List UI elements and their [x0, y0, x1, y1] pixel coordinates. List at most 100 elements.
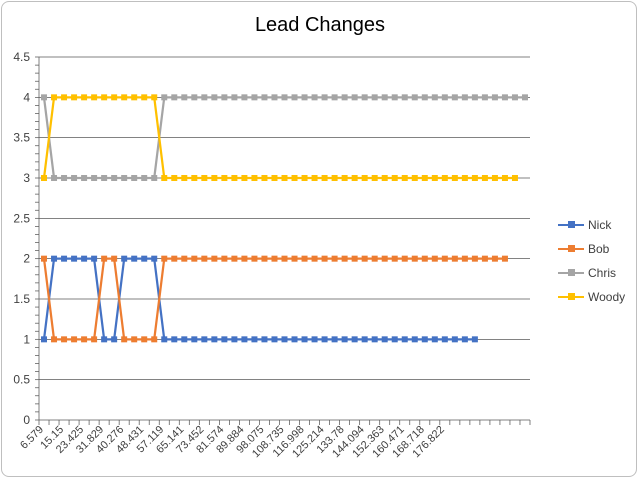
data-point-chris [361, 94, 368, 101]
data-point-bob [391, 255, 398, 262]
data-point-bob [481, 255, 488, 262]
data-point-bob [191, 255, 198, 262]
data-point-nick [451, 336, 458, 343]
data-point-chris [41, 94, 48, 101]
legend-item-woody: Woody [558, 288, 636, 312]
data-point-woody [121, 94, 128, 101]
data-point-nick [321, 336, 328, 343]
data-point-bob [71, 336, 78, 343]
data-point-woody [81, 94, 88, 101]
data-point-nick [271, 336, 278, 343]
y-tick-label: 3 [23, 171, 30, 185]
data-point-bob [341, 255, 348, 262]
data-point-bob [351, 255, 358, 262]
data-point-chris [61, 175, 68, 181]
data-point-nick [381, 336, 388, 343]
data-point-nick [301, 336, 308, 343]
data-point-bob [41, 255, 48, 262]
data-point-chris [471, 94, 478, 101]
y-tick-label: 1 [23, 332, 30, 346]
data-point-chris [511, 94, 518, 101]
data-point-nick [111, 336, 118, 343]
data-point-nick [401, 336, 408, 343]
data-point-nick [41, 336, 48, 343]
data-point-chris [371, 94, 378, 101]
data-point-chris [521, 94, 528, 101]
data-point-nick [141, 255, 148, 262]
data-point-nick [231, 336, 238, 343]
data-point-bob [131, 336, 138, 343]
data-point-nick [131, 255, 138, 262]
data-point-woody [131, 94, 138, 101]
data-point-nick [441, 336, 448, 343]
data-point-woody [401, 175, 408, 181]
data-point-bob [201, 255, 208, 262]
data-point-nick [471, 336, 478, 343]
legend-label: Nick [588, 218, 612, 232]
data-point-woody [231, 175, 238, 181]
chart-legend: Nick Bob Chris Woody [558, 216, 636, 312]
data-point-bob [51, 336, 58, 343]
data-point-bob [271, 255, 278, 262]
y-tick-label: 4.5 [13, 50, 30, 64]
data-point-bob [301, 255, 308, 262]
data-point-bob [471, 255, 478, 262]
data-point-nick [51, 255, 58, 262]
chart-title: Lead Changes [254, 14, 386, 36]
data-point-chris [151, 175, 158, 181]
y-tick-label: 1.5 [13, 292, 30, 306]
data-point-bob [91, 336, 98, 343]
data-point-chris [441, 94, 448, 101]
data-point-chris [391, 94, 398, 101]
data-point-nick [241, 336, 248, 343]
data-point-chris [351, 94, 358, 101]
data-point-woody [111, 94, 118, 101]
data-point-woody [411, 175, 418, 181]
data-point-woody [451, 175, 458, 181]
data-point-chris [451, 94, 458, 101]
data-point-bob [361, 255, 368, 262]
legend-label: Bob [588, 242, 610, 256]
data-point-bob [151, 336, 158, 343]
data-point-nick [291, 336, 298, 343]
data-point-bob [61, 336, 68, 343]
data-point-nick [211, 336, 218, 343]
data-point-woody [431, 175, 438, 181]
data-point-chris [481, 94, 488, 101]
legend-label: Chris [588, 266, 617, 280]
data-point-woody [221, 175, 228, 181]
data-point-bob [321, 255, 328, 262]
data-point-chris [81, 175, 88, 181]
y-tick-label: 0 [23, 413, 30, 427]
data-point-bob [111, 255, 118, 262]
data-point-woody [201, 175, 208, 181]
data-point-chris [131, 175, 138, 181]
y-tick-label: 4 [23, 90, 30, 104]
data-point-nick [371, 336, 378, 343]
data-point-nick [421, 336, 428, 343]
data-point-bob [421, 255, 428, 262]
data-point-woody [341, 175, 348, 181]
data-point-chris [331, 94, 338, 101]
data-point-chris [401, 94, 408, 101]
data-point-bob [441, 255, 448, 262]
data-point-bob [501, 255, 508, 262]
data-point-bob [311, 255, 318, 262]
data-point-chris [171, 94, 178, 101]
data-point-woody [161, 175, 168, 181]
data-point-chris [141, 175, 148, 181]
data-point-nick [151, 255, 158, 262]
data-point-chris [261, 94, 268, 101]
data-point-chris [181, 94, 188, 101]
data-point-woody [71, 94, 78, 101]
data-point-woody [291, 175, 298, 181]
data-point-nick [281, 336, 288, 343]
data-point-nick [191, 336, 198, 343]
data-point-chris [91, 175, 98, 181]
data-point-nick [101, 336, 108, 343]
data-point-woody [261, 175, 268, 181]
data-point-chris [501, 94, 508, 101]
data-point-woody [471, 175, 478, 181]
data-point-nick [171, 336, 178, 343]
